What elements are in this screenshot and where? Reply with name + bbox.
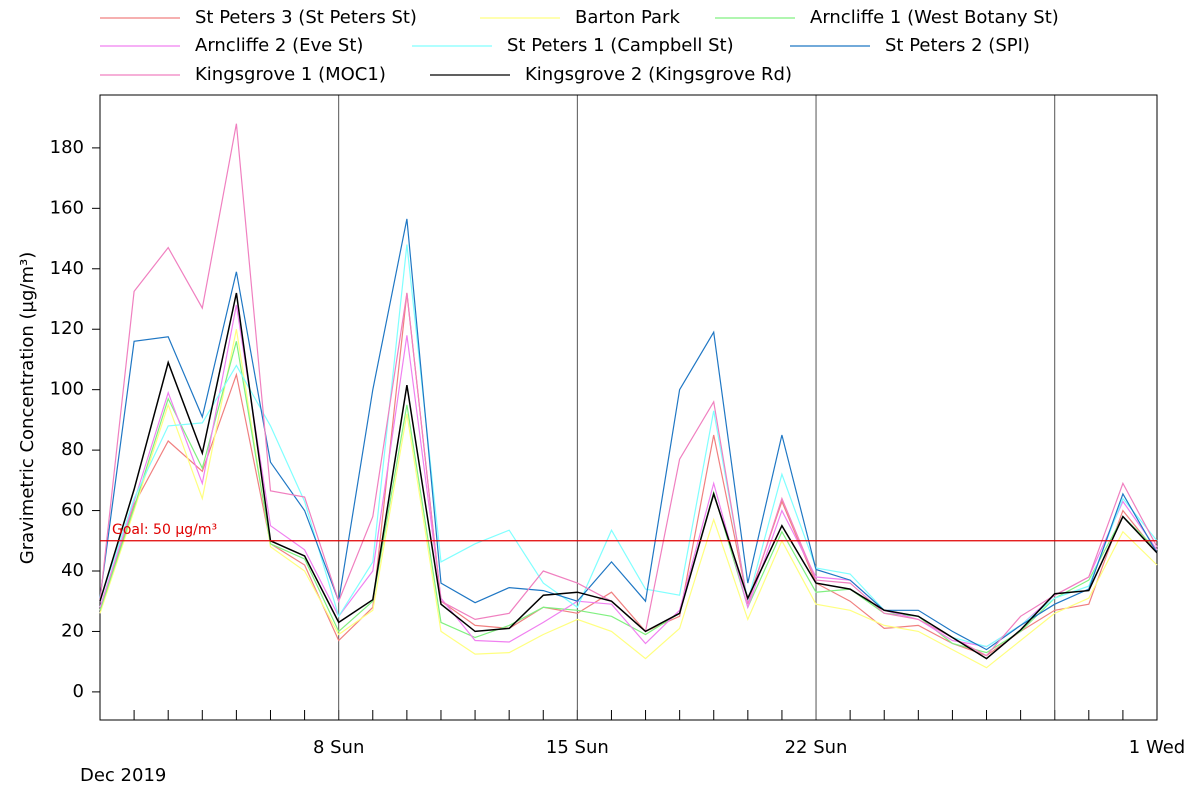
series-line — [99, 244, 1158, 648]
y-tick-label: 100 — [50, 379, 84, 400]
y-tick-label: 120 — [50, 318, 84, 339]
series-line — [99, 341, 1158, 654]
series-line — [99, 292, 1158, 660]
legend-label: St Peters 2 (SPI) — [885, 35, 1030, 56]
series-line — [99, 329, 1158, 669]
series-line — [99, 123, 1158, 657]
legend-label: St Peters 1 (Campbell St) — [507, 35, 734, 56]
legend-label: Barton Park — [575, 7, 680, 28]
x-tick-label: 8 Sun — [313, 737, 364, 758]
y-tick-label: 20 — [61, 620, 84, 641]
y-tick-label: 60 — [61, 500, 84, 521]
legend-label: Kingsgrove 2 (Kingsgrove Rd) — [525, 64, 792, 85]
y-axis-label: Gravimetric Concentration (µg/m³) — [17, 252, 38, 565]
legend-label: Arncliffe 1 (West Botany St) — [810, 7, 1059, 28]
y-tick-label: 180 — [50, 137, 84, 158]
legend-label: Kingsgrove 1 (MOC1) — [195, 64, 386, 85]
x-tick-label: 22 Sun — [785, 737, 848, 758]
x-tick-label: 1 Wed — [1129, 737, 1185, 758]
plot-frame — [99, 94, 1158, 721]
legend-label: Arncliffe 2 (Eve St) — [195, 35, 363, 56]
goal-label: Goal: 50 µg/m³ — [112, 522, 217, 538]
y-tick-label: 140 — [50, 258, 84, 279]
series-line — [99, 292, 1158, 657]
y-tick-label: 80 — [61, 439, 84, 460]
y-tick-label: 160 — [50, 197, 84, 218]
y-tick-label: 0 — [73, 681, 84, 702]
x-tick-label: 15 Sun — [546, 737, 609, 758]
series-line — [99, 218, 1158, 651]
legend-label: St Peters 3 (St Peters St) — [195, 7, 417, 28]
y-tick-label: 40 — [61, 560, 84, 581]
date-caption: Dec 2019 — [80, 765, 166, 786]
